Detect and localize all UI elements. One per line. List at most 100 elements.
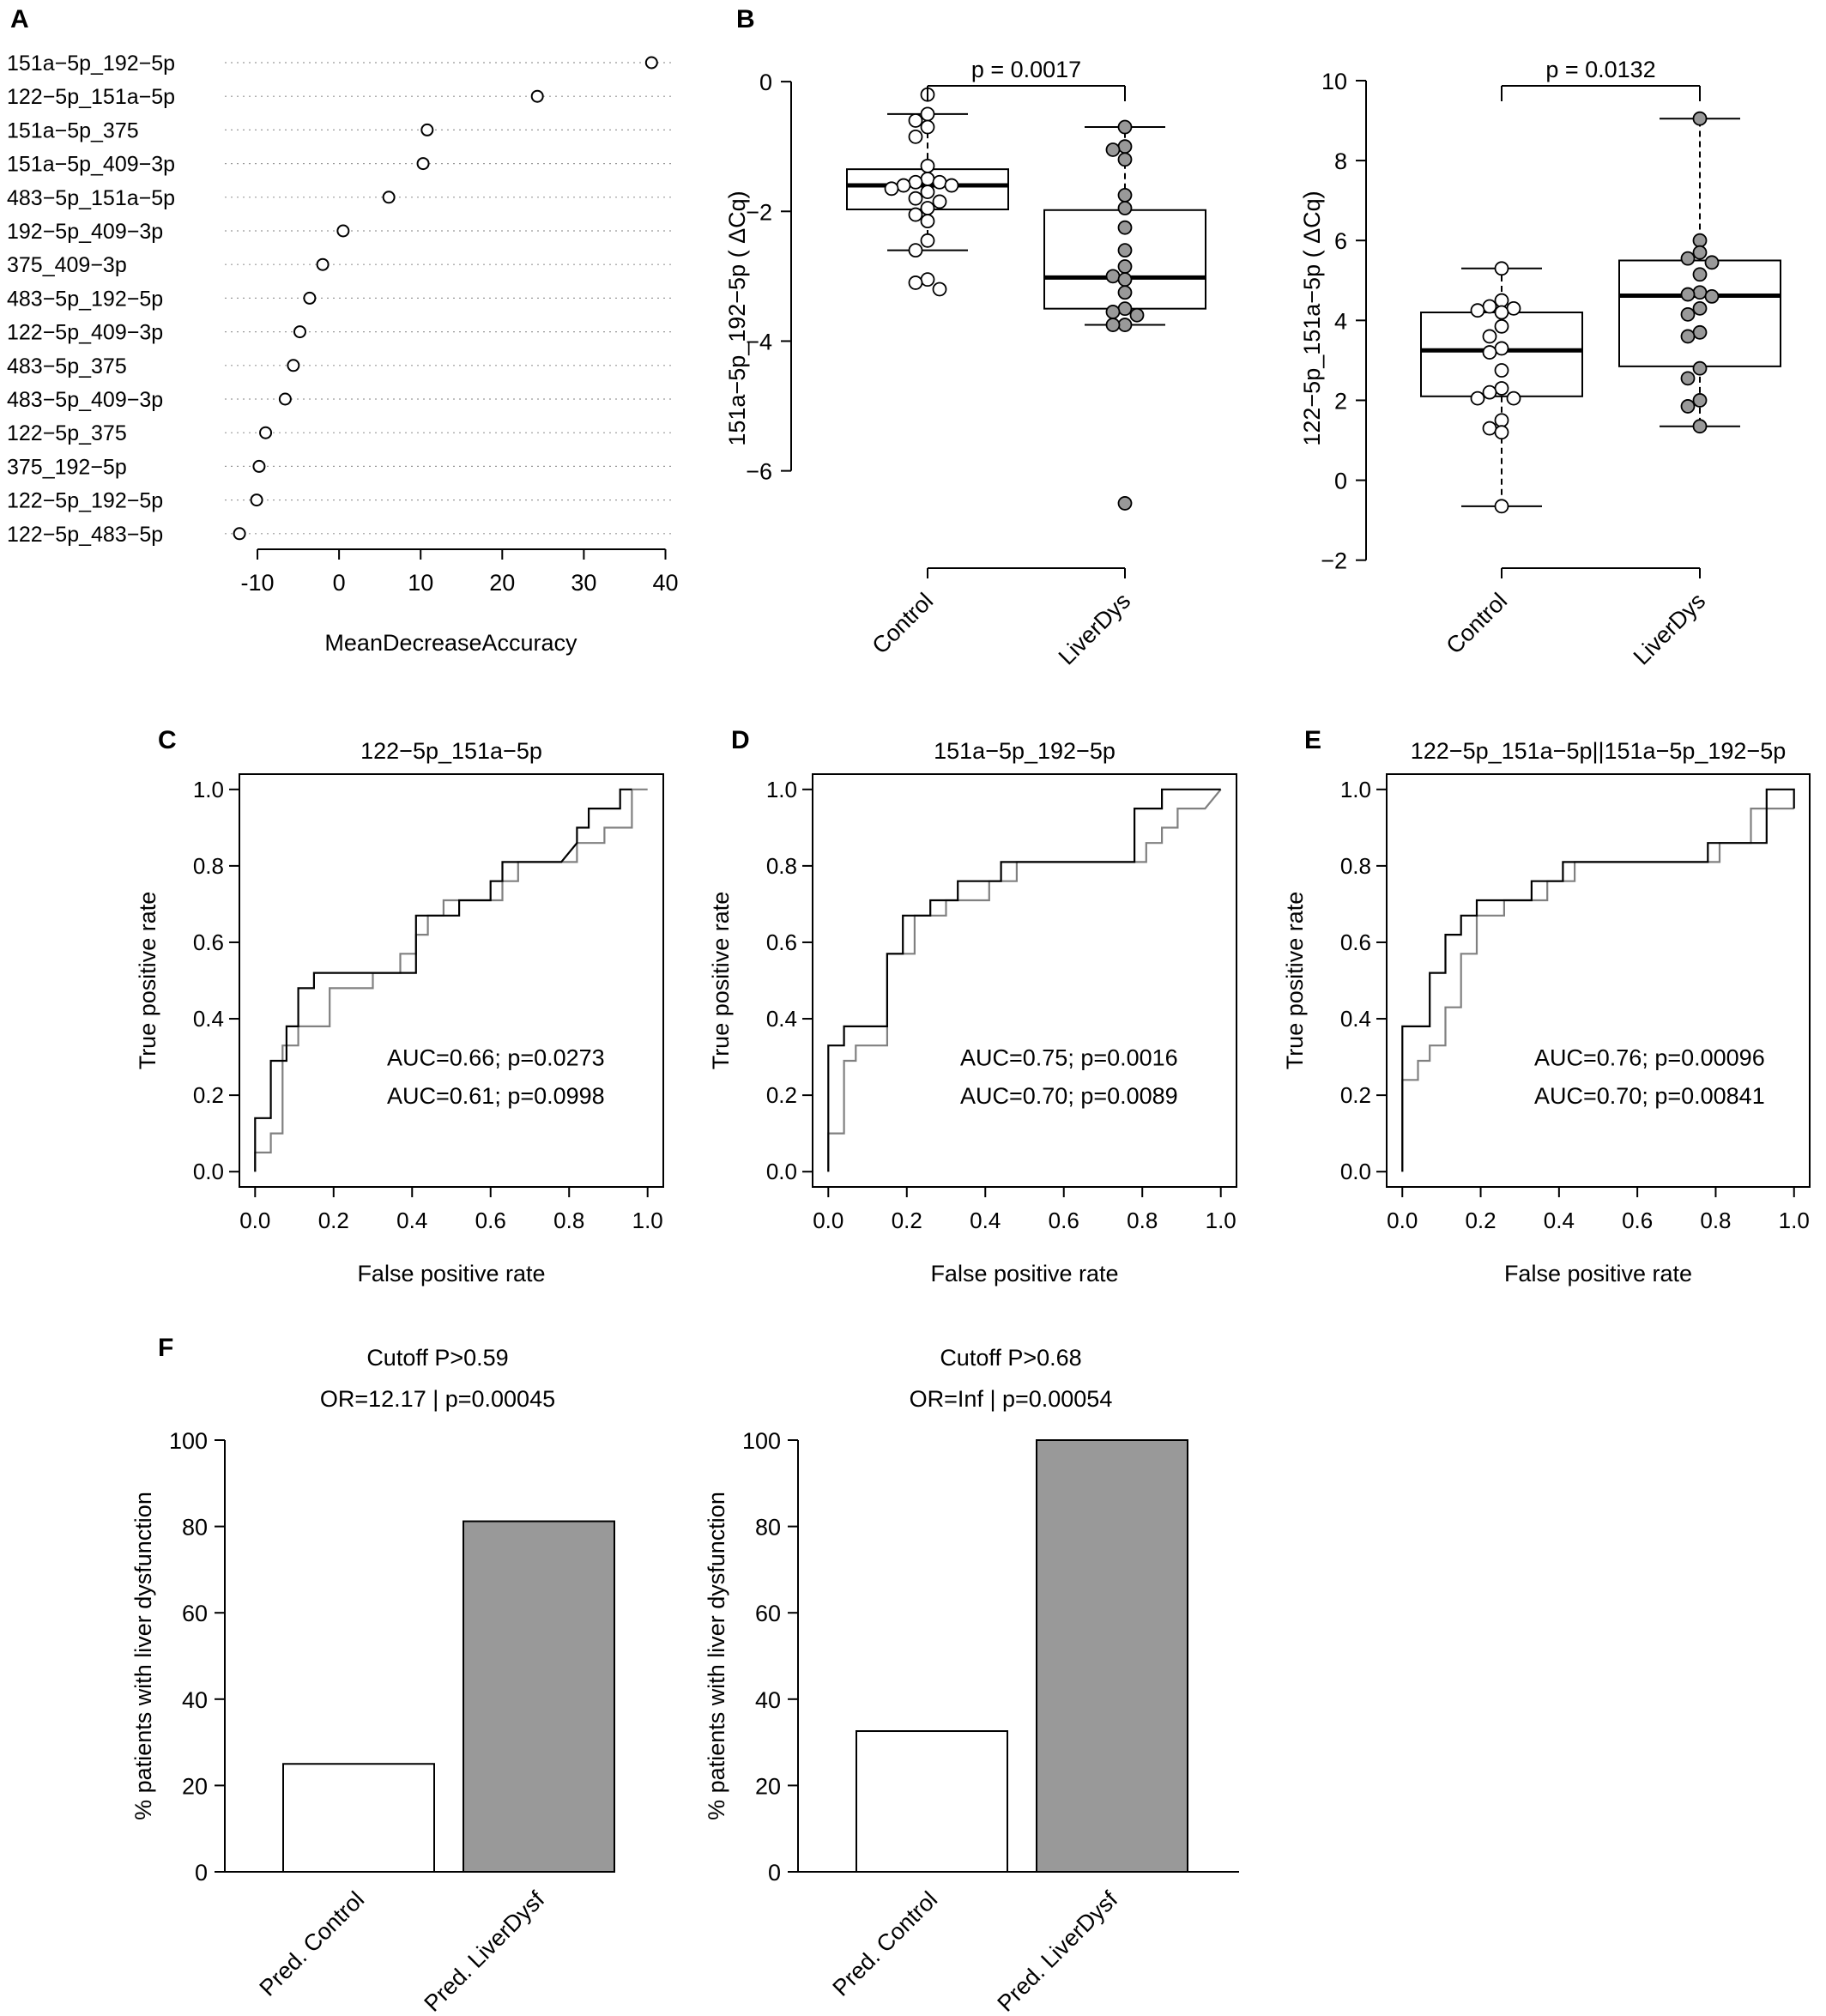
plot-title-line: OR=Inf | p=0.00054 xyxy=(910,1386,1113,1412)
y-tick-label: 20 xyxy=(182,1773,208,1799)
data-point xyxy=(1494,293,1509,308)
data-point xyxy=(1117,272,1133,288)
data-point xyxy=(1494,305,1509,320)
data-point xyxy=(1692,300,1708,316)
pvalue-label: p = 0.0132 xyxy=(1545,57,1655,82)
x-tick-label: 0.8 xyxy=(1700,1208,1731,1233)
y-tick-label: 80 xyxy=(755,1515,781,1541)
bar xyxy=(1036,1439,1188,1873)
plot-title-line: Cutoff P>0.68 xyxy=(940,1345,1081,1371)
y-axis-label: True positive rate xyxy=(1282,892,1308,1070)
roc-curve-black xyxy=(827,788,1221,1172)
auc-label-black: AUC=0.75; p=0.0016 xyxy=(960,1045,1178,1071)
x-tick-label: 0 xyxy=(333,570,346,596)
x-tick-label: 30 xyxy=(571,570,596,596)
panel-label-f: F xyxy=(158,1334,173,1362)
data-point xyxy=(1482,299,1497,314)
category-label: 151a−5p_409−3p xyxy=(7,153,175,177)
category-label: 375_409−3p xyxy=(7,253,127,277)
x-tick-label: LiverDys xyxy=(1054,588,1135,669)
y-tick-label: 80 xyxy=(182,1515,208,1541)
pvalue-label: p = 0.0017 xyxy=(971,57,1081,82)
x-tick-label: Pred. Control xyxy=(255,1886,370,2001)
y-tick-label: 0.6 xyxy=(193,929,224,955)
x-axis-label: False positive rate xyxy=(357,1261,545,1286)
x-tick-label: 0.6 xyxy=(1049,1208,1079,1233)
data-point xyxy=(908,275,923,290)
data-point xyxy=(920,172,935,186)
x-tick-label: LiverDys xyxy=(1629,588,1710,669)
y-tick-label: 0 xyxy=(1334,469,1347,494)
y-tick-label: 60 xyxy=(182,1601,208,1626)
data-point xyxy=(1105,318,1121,332)
data-point xyxy=(1482,329,1497,344)
y-axis-label: 151a−5p_192−5p ( ΔCq) xyxy=(724,191,750,445)
y-tick-label: 40 xyxy=(755,1687,781,1713)
y-tick-label: 20 xyxy=(755,1773,781,1799)
bar xyxy=(856,1730,1008,1873)
category-label: 151a−5p_375 xyxy=(7,118,139,142)
y-tick-label: 0.0 xyxy=(1340,1159,1371,1184)
category-label: 122−5p_375 xyxy=(7,421,127,445)
data-point xyxy=(1704,255,1720,270)
data-point xyxy=(1117,259,1133,274)
plot-title-line: Cutoff P>0.59 xyxy=(366,1345,508,1371)
data-point xyxy=(1117,220,1133,235)
y-axis-label: True positive rate xyxy=(135,892,160,1070)
data-point xyxy=(1117,243,1133,258)
y-tick-label: 0.2 xyxy=(766,1082,797,1108)
panel-a-dotchart: -10 0 10 20 30 40 MeanDecreaseAccuracy 151a−5p_… xyxy=(7,51,679,656)
data-point xyxy=(1105,142,1121,157)
y-tick-label: −2 xyxy=(746,199,772,225)
x-tick-label: 0.8 xyxy=(1127,1208,1158,1233)
panel-label-b: B xyxy=(736,5,755,33)
data-point xyxy=(1692,419,1708,434)
data-point xyxy=(920,233,935,248)
data-point xyxy=(1117,301,1133,317)
data-point xyxy=(944,178,959,193)
data-point xyxy=(316,257,330,271)
category-label: 151a−5p_192−5p xyxy=(7,51,175,76)
x-tick-label: 10 xyxy=(408,570,433,596)
data-point xyxy=(1482,421,1497,436)
x-tick-label: Pred. Control xyxy=(828,1886,943,2001)
data-point xyxy=(416,157,430,171)
y-tick-label: 4 xyxy=(1334,308,1347,334)
roc-curve-black xyxy=(254,788,632,1172)
data-point xyxy=(1680,306,1696,322)
x-tick-label: 0.6 xyxy=(475,1208,506,1233)
y-tick-label: −2 xyxy=(1321,548,1347,574)
y-tick-label: −6 xyxy=(746,459,772,485)
data-point xyxy=(908,243,923,258)
data-point xyxy=(1117,318,1133,332)
panel-b-boxplot-2: −2 0 2 4 6 8 10 Control LiverDys 122−5p_151a−5p (… xyxy=(1299,57,1781,670)
data-point xyxy=(1482,384,1497,400)
y-tick-label: 0 xyxy=(768,1860,781,1886)
roc-curve-gray xyxy=(827,789,1222,1172)
panel-label-d: D xyxy=(731,726,750,754)
x-tick-label: 0.0 xyxy=(239,1208,270,1233)
data-point xyxy=(932,282,947,297)
y-tick-label: 10 xyxy=(1321,69,1347,94)
data-point xyxy=(303,291,317,305)
y-axis-label: 122−5p_151a−5p ( ΔCq) xyxy=(1299,191,1325,445)
data-point xyxy=(1692,285,1708,300)
plot-title-line: OR=12.17 | p=0.00045 xyxy=(320,1386,555,1412)
x-tick-label: 0.0 xyxy=(813,1208,843,1233)
data-point xyxy=(1117,285,1133,300)
category-label: 483−5p_409−3p xyxy=(7,388,163,412)
data-point xyxy=(1494,363,1509,378)
data-point xyxy=(1494,261,1509,276)
data-point xyxy=(1692,233,1708,248)
data-point xyxy=(920,214,935,229)
data-point xyxy=(250,493,263,507)
data-point xyxy=(920,106,935,122)
data-point xyxy=(1117,201,1133,215)
y-tick-label: 0.2 xyxy=(1340,1082,1371,1108)
plot-frame xyxy=(1386,773,1811,1188)
plot-frame xyxy=(239,773,664,1188)
y-tick-label: 8 xyxy=(1334,148,1347,174)
data-point xyxy=(278,392,292,406)
data-point xyxy=(1117,152,1133,167)
